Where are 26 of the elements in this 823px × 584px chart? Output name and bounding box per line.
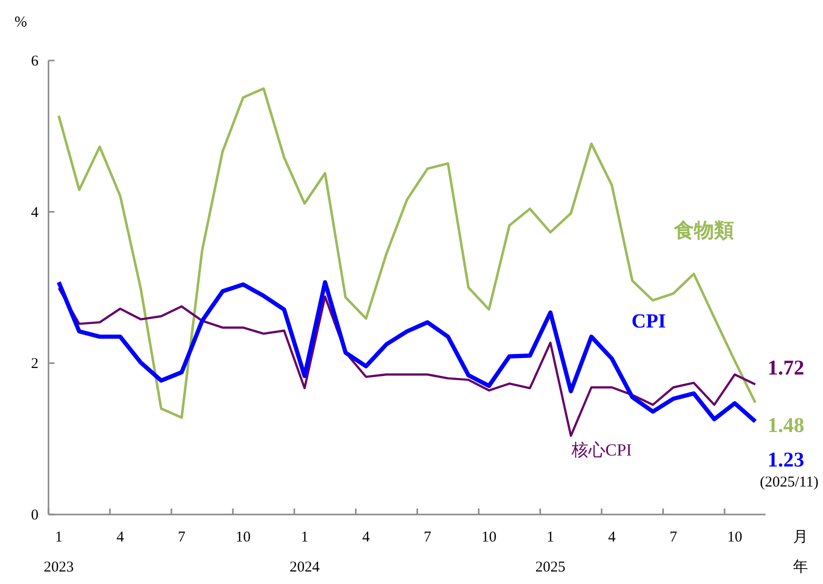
y-tick-label: 0 [31,508,38,524]
y-tick-label: 4 [31,204,39,221]
line-series [57,87,757,419]
x-tick-label: 7 [178,530,186,546]
x-tick-label: 1 2024 [290,530,320,576]
y-tick-label: 2 [31,356,38,372]
annotation: (2025/11) [760,474,819,490]
x-tick-label: 10 [236,530,251,546]
x-tick-label: 10 [727,530,742,546]
y-axis-title: % [14,14,27,30]
x-tick-label: 4 [116,530,124,546]
x-tick-label: 10 [481,530,496,546]
x-tick-label: 1 2025 [535,530,566,576]
x-tick-label: 1 2023 [44,530,74,576]
data-label: 1.48 [768,413,804,438]
data-label: 1.23 [768,447,804,472]
series-label: 食物類 [673,220,734,242]
data-label: 1.72 [768,356,804,380]
x-axis-title: 月年 [793,528,808,576]
x-tick-label: 4 [362,530,370,546]
x-tick-label: 7 [670,530,678,546]
series-label: 核心CPI [570,440,632,460]
y-tick-label: 6 [31,54,39,70]
x-tick-label: 4 [608,530,616,546]
series-label: CPI [632,310,666,333]
x-tick-label: 7 [424,530,432,546]
